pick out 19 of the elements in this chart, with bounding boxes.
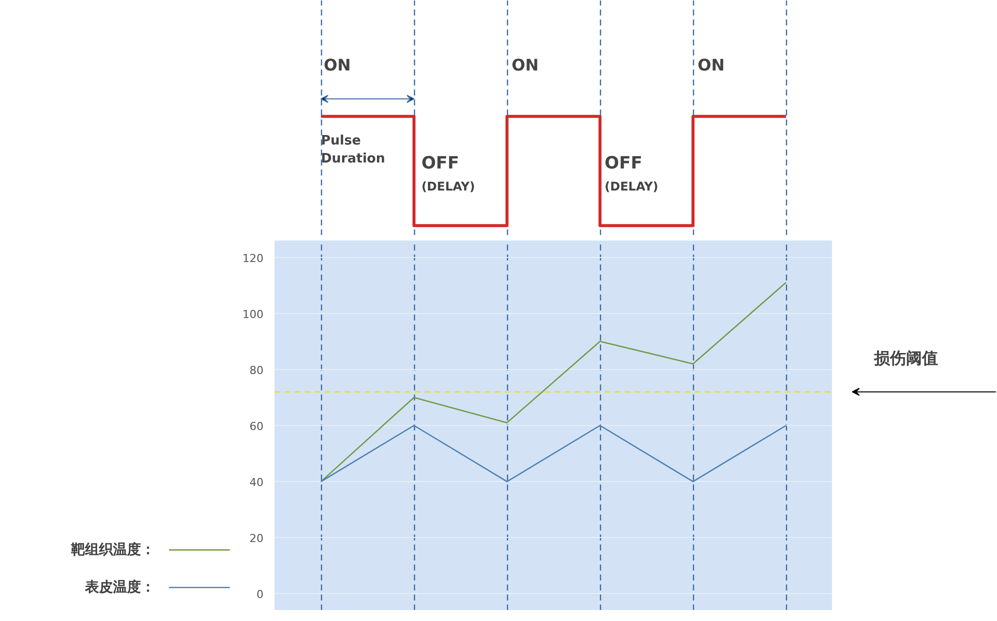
- text: ON: [698, 55, 725, 74]
- line-series: [320, 282, 787, 482]
- y-tick-label: 0: [256, 588, 264, 602]
- ref-line-label: 损伤阈值: [872, 348, 938, 368]
- text: ON: [324, 55, 351, 74]
- y-tick-label: 40: [250, 476, 264, 490]
- text: ON: [512, 55, 539, 74]
- annotation: OFF: [421, 153, 460, 174]
- y-tick-label: 60: [250, 420, 264, 433]
- y-tick-label: 120: [242, 252, 264, 265]
- annotation: Pulse Duration: [321, 134, 386, 167]
- legend-label: 靶组织温度：: [70, 540, 155, 558]
- legend-label: 表皮温度：: [84, 578, 155, 596]
- annotation: OFF: [604, 153, 642, 174]
- annotation: (DELAY): [421, 179, 476, 194]
- y-tick-label: 100: [242, 308, 264, 321]
- annotation: (DELAY): [604, 179, 658, 194]
- y-tick-label: 20: [250, 532, 264, 546]
- y-tick-label: 80: [250, 364, 264, 377]
